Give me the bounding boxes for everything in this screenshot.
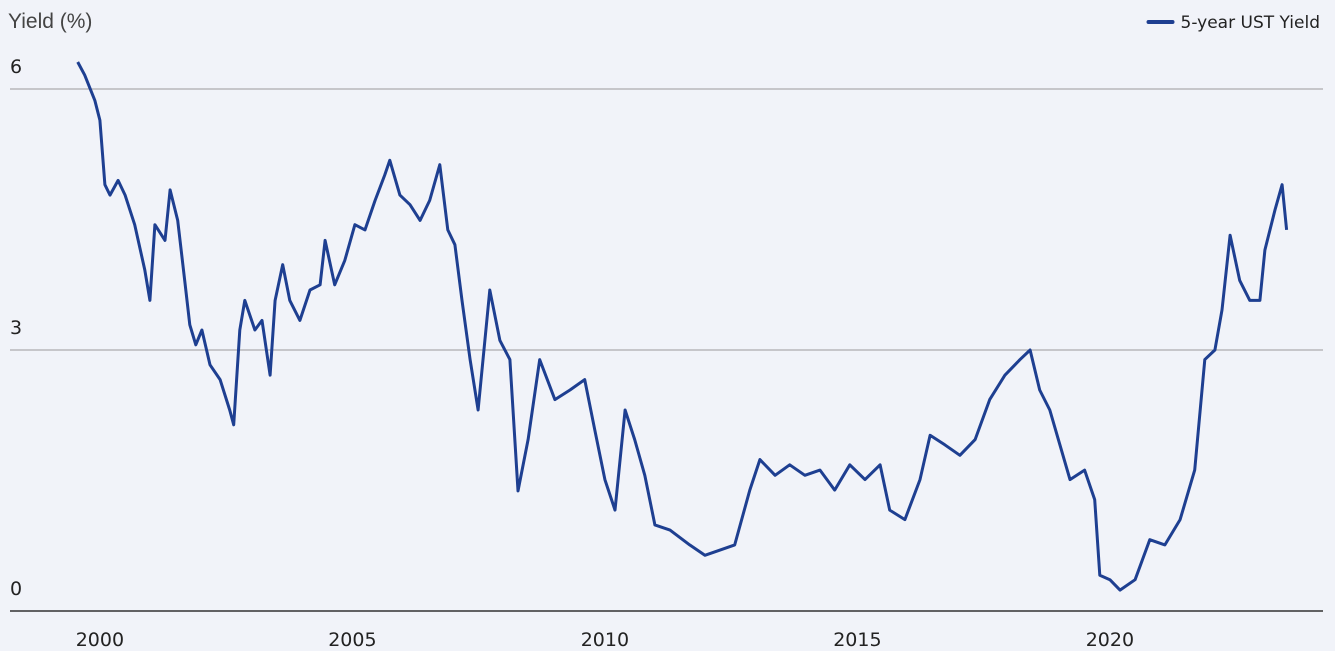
y-tick-label: 0 bbox=[10, 578, 22, 600]
y-axis-label: Yield (%) bbox=[8, 10, 92, 33]
x-tick-label: 2000 bbox=[76, 629, 124, 651]
legend-label: 5-year UST Yield bbox=[1181, 13, 1320, 33]
x-tick-label: 2020 bbox=[1086, 629, 1134, 651]
x-tick-label: 2005 bbox=[328, 629, 376, 651]
x-tick-label: 2015 bbox=[833, 629, 881, 651]
x-tick-label: 2010 bbox=[581, 629, 629, 651]
series-line bbox=[76, 61, 1289, 592]
y-tick-label: 6 bbox=[10, 56, 22, 78]
y-tick-label: 3 bbox=[10, 317, 22, 339]
